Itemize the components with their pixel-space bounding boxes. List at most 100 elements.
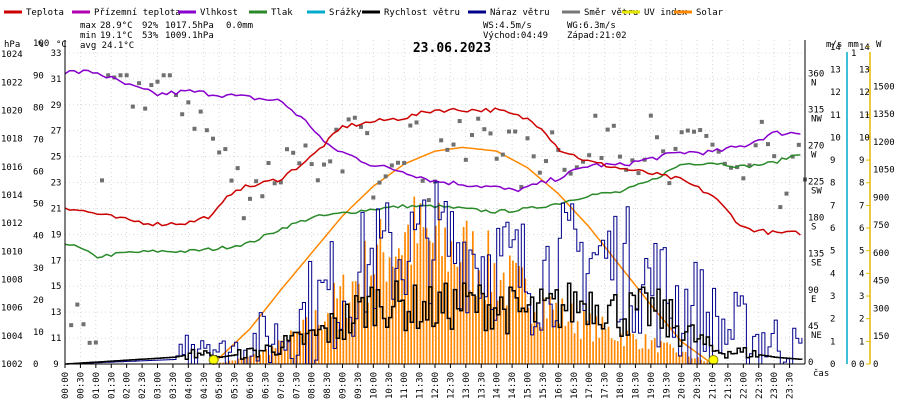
solar-bar xyxy=(620,333,622,364)
solar-bar xyxy=(604,328,607,364)
temperature-tick-label: 11 xyxy=(51,334,62,344)
wind-direction-point xyxy=(396,160,400,165)
solar-bar xyxy=(256,356,258,364)
solar-bar xyxy=(496,300,499,364)
solar-tick-label: 750 xyxy=(873,221,889,231)
wind-direction-point xyxy=(673,146,678,151)
solar-bar xyxy=(623,345,625,364)
pressure-tick-label: 1016 xyxy=(1,163,23,173)
solar-bar xyxy=(299,330,302,364)
solar-bar xyxy=(450,241,453,364)
x-tick-label: 13:30 xyxy=(477,372,487,399)
speed-tick-label: 11 xyxy=(830,111,841,121)
wind-direction-point xyxy=(420,178,425,183)
speed-tick-label: 6 xyxy=(830,224,835,234)
x-tick-label: 21:00 xyxy=(709,372,719,399)
header-text: max 28.9°C 92% 1017.5hPa 0.0mm min 19.1°C 53% 10… xyxy=(80,21,627,56)
sun-markers xyxy=(208,355,719,365)
solar-bar xyxy=(225,362,228,364)
stat-min-label: min xyxy=(80,31,96,41)
wind-direction-point xyxy=(796,142,801,147)
solar-bar xyxy=(243,358,246,364)
x-tick-label: 09:00 xyxy=(339,372,349,399)
wind-direction-point xyxy=(414,120,419,125)
solar-unit: W xyxy=(876,40,882,50)
wind-direction-point xyxy=(581,159,585,164)
legend-label: Vlhkost xyxy=(200,8,238,18)
temperature-tick-label: 25 xyxy=(51,153,62,163)
wind-direction-point xyxy=(192,126,197,131)
wind-direction-point xyxy=(359,124,363,129)
info-wind-gust: WG:6.3m/s xyxy=(567,21,616,31)
temperature-tick-label: 27 xyxy=(51,127,62,137)
solar-bar xyxy=(425,228,428,364)
solar-bar xyxy=(404,232,406,364)
wind-direction-point xyxy=(537,170,542,175)
solar-bar xyxy=(555,302,557,364)
solar-bar xyxy=(552,309,554,364)
wind-direction-point xyxy=(531,154,536,159)
legend-label: Srážky xyxy=(329,8,362,18)
wind-direction-point xyxy=(180,112,185,117)
solar-bar xyxy=(237,358,240,364)
solar-bar xyxy=(428,240,431,364)
solar-bar xyxy=(308,330,311,364)
solar-bar xyxy=(327,313,329,364)
solar-bar xyxy=(546,318,548,364)
solar-bar xyxy=(376,244,379,364)
direction-tick-label: SW xyxy=(811,187,822,197)
solar-bar xyxy=(345,317,348,364)
solar-bar xyxy=(697,357,699,364)
solar-bar xyxy=(302,319,305,364)
solar-bar xyxy=(700,359,702,364)
stat-avg: avg 24.1°C xyxy=(80,41,134,51)
x-tick-label: 19:30 xyxy=(662,372,672,399)
solar-bar xyxy=(382,252,385,364)
solar-bar xyxy=(493,263,496,364)
x-tick-label: 13:00 xyxy=(462,372,472,399)
wind-direction-point xyxy=(161,73,166,78)
solar-bar xyxy=(339,286,342,364)
solar-bar xyxy=(610,338,613,364)
x-tick-label: 14:30 xyxy=(508,372,518,399)
solar-bar xyxy=(305,317,308,364)
solar-bar xyxy=(684,351,687,364)
wind-direction-point xyxy=(69,323,74,328)
wind-direction-point xyxy=(525,136,530,141)
solar-bar xyxy=(542,298,545,364)
stat-min-temp: 19.1°C xyxy=(100,31,133,41)
wind-direction-point xyxy=(248,196,252,201)
wind-direction-point xyxy=(482,127,487,132)
x-tick-label: 22:30 xyxy=(755,372,765,399)
direction-tick-value: 270 xyxy=(808,141,824,151)
wind-direction-point xyxy=(605,127,610,132)
solar-bar xyxy=(703,361,705,364)
uv-tick-label: 7 xyxy=(859,201,864,211)
solar-bar xyxy=(240,357,243,364)
solar-bar xyxy=(583,310,585,364)
wind-direction-point xyxy=(254,179,259,184)
wind-direction-point xyxy=(204,128,209,133)
uv-tick-label: 12 xyxy=(859,88,870,98)
x-tick-label: 12:00 xyxy=(431,372,441,399)
solar-bar xyxy=(441,256,443,364)
solar-bar xyxy=(459,262,462,364)
solar-bar xyxy=(465,220,468,364)
solar-bar xyxy=(586,320,588,364)
wind-direction-point xyxy=(155,79,160,84)
sunrise-marker xyxy=(208,355,219,365)
direction-tick-value: 180 xyxy=(808,214,824,224)
speed-tick-label: 3 xyxy=(830,292,835,302)
legend-label: Směr větru xyxy=(584,8,638,18)
solar-bar xyxy=(468,290,471,364)
solar-bar xyxy=(524,278,527,364)
humidity-tick-label: 60 xyxy=(33,168,44,178)
wind-direction-point xyxy=(266,161,271,166)
wind-direction-point xyxy=(229,178,234,183)
humidity-tick-label: 20 xyxy=(33,296,44,306)
temperature-tick-label: 23 xyxy=(51,179,62,189)
wind-direction-point xyxy=(402,160,407,165)
solar-bar xyxy=(472,231,474,364)
solar-bar xyxy=(626,330,628,364)
solar-tick-label: 0 xyxy=(873,360,878,370)
